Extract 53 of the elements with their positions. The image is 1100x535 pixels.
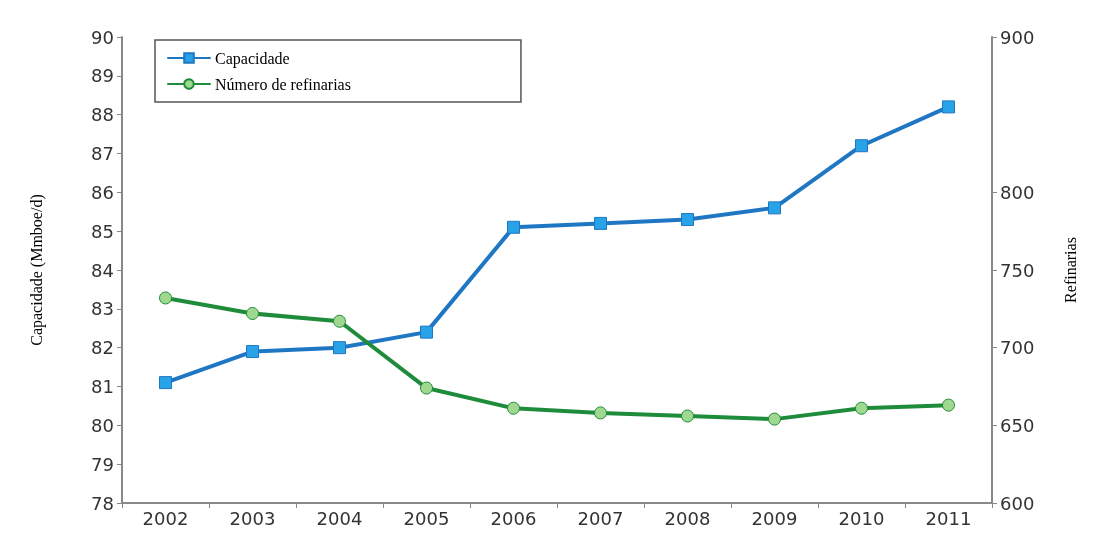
y-tick-label: 87 <box>91 143 114 164</box>
point <box>159 291 172 305</box>
y2-tick-label: 650 <box>1000 414 1035 436</box>
x-tick-label: 2006 <box>490 507 537 529</box>
point <box>246 307 259 320</box>
x-tick-label: 2009 <box>751 507 798 529</box>
x-tick-label: 2002 <box>142 507 189 529</box>
x-tick-label: 2007 <box>577 507 624 529</box>
point <box>768 201 781 215</box>
y2-tick-label: 900 <box>1000 26 1035 48</box>
y-tick-label: 78 <box>91 492 114 514</box>
y-tick-label: 85 <box>91 220 114 242</box>
point <box>507 220 520 234</box>
point <box>420 381 433 395</box>
y2-axis-title: Refinarias <box>1061 237 1079 303</box>
legend-label: Capacidade <box>215 49 290 68</box>
point <box>681 409 694 423</box>
point <box>333 341 346 355</box>
point <box>855 401 868 415</box>
y2-tick-label: 600 <box>1000 492 1035 514</box>
point <box>855 139 868 153</box>
x-tick-label: 2003 <box>229 507 276 529</box>
y-tick-label: 86 <box>91 181 114 203</box>
y2-tick-label: 700 <box>1000 337 1035 359</box>
y-tick-label: 84 <box>91 259 114 281</box>
y-tick-label: 90 <box>91 26 114 48</box>
point <box>942 398 955 412</box>
y-tick-label: 89 <box>91 65 114 87</box>
point <box>420 325 433 339</box>
y2-tick-label: 800 <box>1000 181 1035 203</box>
point <box>507 401 520 415</box>
point <box>768 412 781 426</box>
x-tick-label: 2011 <box>925 507 972 529</box>
point <box>333 314 346 328</box>
x-tick-label: 2004 <box>316 507 363 529</box>
x-tick-label: 2008 <box>664 507 711 529</box>
y-tick-label: 88 <box>91 104 114 126</box>
point <box>594 216 607 230</box>
y-tick-label: 81 <box>91 376 114 397</box>
y-tick-label: 82 <box>91 337 114 359</box>
point <box>594 406 607 420</box>
y-tick-label: 80 <box>91 414 114 436</box>
point <box>159 376 172 390</box>
y-tick-label: 83 <box>91 298 114 320</box>
y-tick-label: 79 <box>91 453 114 475</box>
y2-tick-label: 750 <box>1000 259 1035 281</box>
x-tick-label: 2005 <box>403 507 450 529</box>
legend-label: Número de refinarias <box>215 75 351 93</box>
point <box>942 100 955 114</box>
y-axis-title: Capacidade (Mmboe/d) <box>27 194 46 346</box>
point <box>246 345 259 359</box>
point <box>681 213 694 227</box>
x-tick-label: 2010 <box>838 507 885 529</box>
